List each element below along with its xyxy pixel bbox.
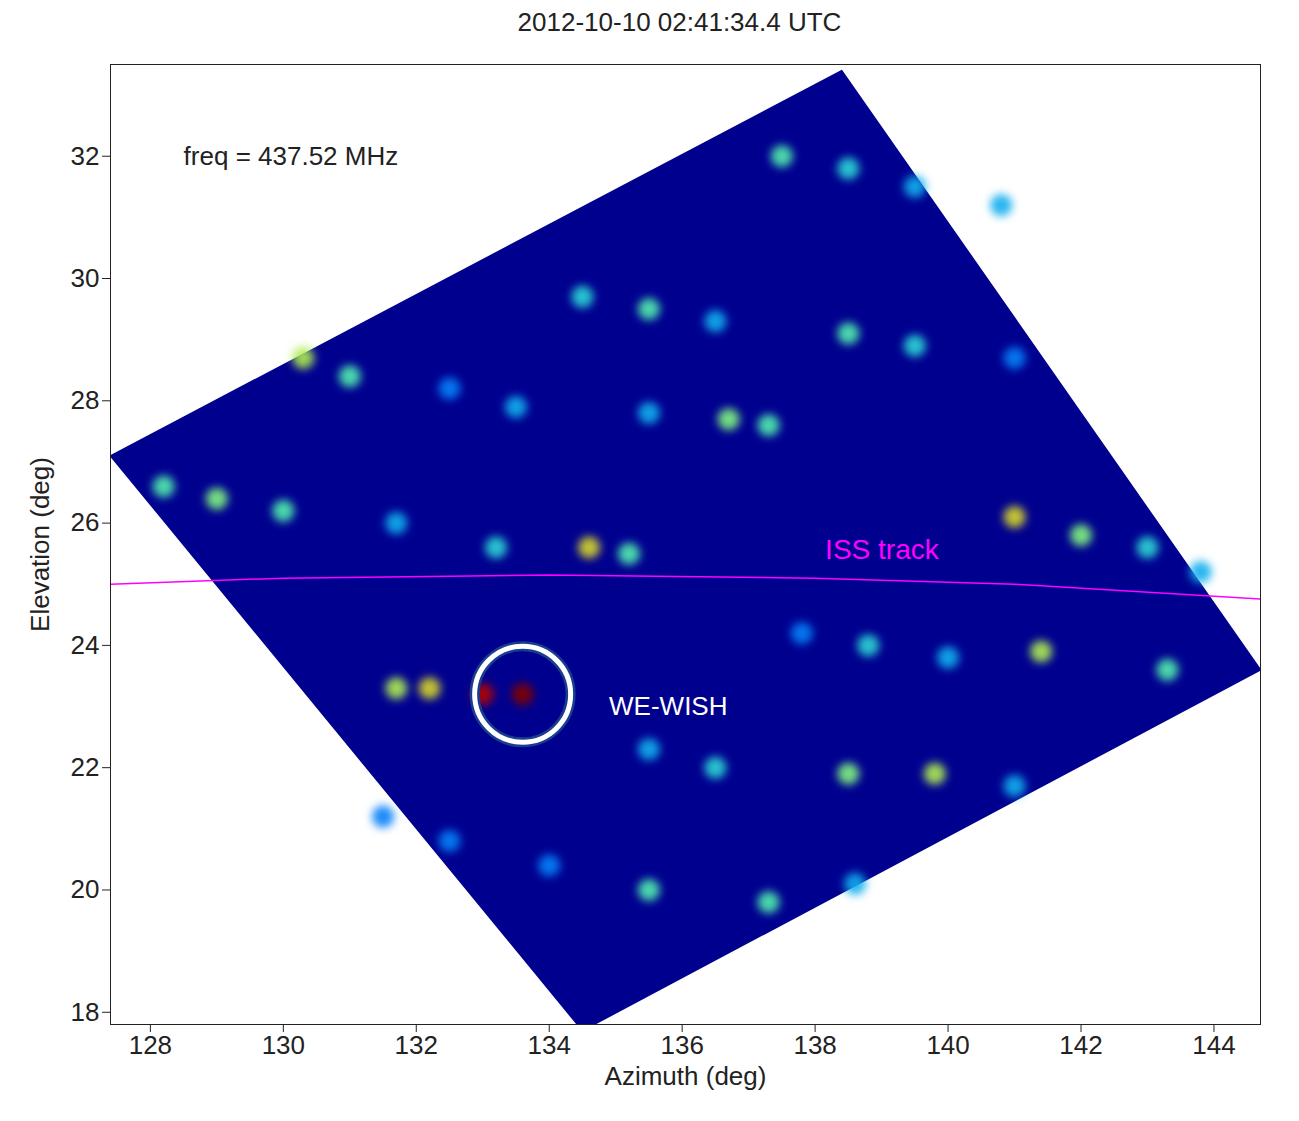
- svg-text:28: 28: [71, 385, 100, 415]
- svg-text:30: 30: [71, 263, 100, 293]
- svg-text:18: 18: [71, 997, 100, 1027]
- svg-text:132: 132: [395, 1030, 438, 1060]
- svg-text:140: 140: [926, 1030, 969, 1060]
- svg-text:freq = 437.52 MHz: freq = 437.52 MHz: [184, 141, 399, 171]
- svg-text:24: 24: [71, 630, 100, 660]
- svg-text:32: 32: [71, 141, 100, 171]
- svg-text:22: 22: [71, 752, 100, 782]
- svg-text:134: 134: [528, 1030, 571, 1060]
- svg-text:136: 136: [660, 1030, 703, 1060]
- html-text:2012-10-10 02:41:34.4 UTC: 2012-10-10 02:41:34.4 UTC: [517, 7, 842, 37]
- svg-text:26: 26: [71, 507, 100, 537]
- svg-text:142: 142: [1059, 1030, 1102, 1060]
- svg-text:138: 138: [793, 1030, 836, 1060]
- svg-text:144: 144: [1192, 1030, 1235, 1060]
- svg-text:Azimuth (deg): Azimuth (deg): [605, 1061, 767, 1091]
- svg-text:Elevation (deg): Elevation (deg): [25, 457, 55, 632]
- svg-text:WE-WISH: WE-WISH: [609, 691, 727, 721]
- svg-text:130: 130: [262, 1030, 305, 1060]
- svg-text:20: 20: [71, 874, 100, 904]
- svg-text:128: 128: [129, 1030, 172, 1060]
- svg-text:ISS track: ISS track: [825, 534, 940, 565]
